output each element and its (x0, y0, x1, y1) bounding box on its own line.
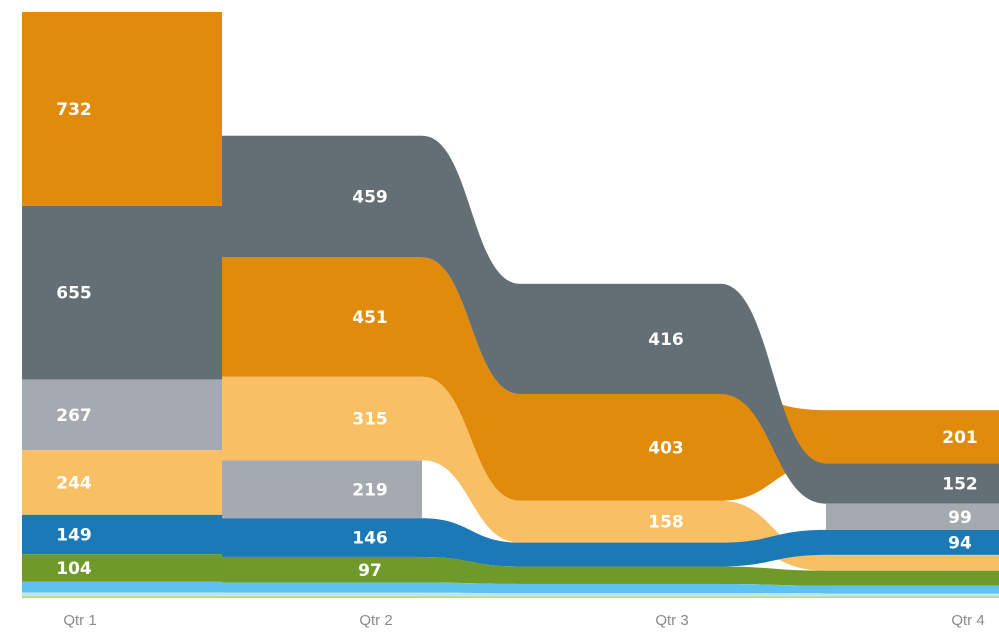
ribbon-connector (720, 593, 826, 597)
ribbon-connector (422, 596, 520, 598)
data-label: 403 (648, 438, 684, 458)
data-label: 416 (648, 330, 684, 350)
ribbon-column-segment (826, 596, 999, 598)
ribbon-column-segment (520, 583, 720, 594)
ribbon-column-segment (22, 379, 222, 451)
ribbon-column-segment (222, 596, 422, 598)
ribbon-column-segment (22, 592, 222, 597)
ribbon-column-segment (520, 596, 720, 598)
data-label: 315 (352, 410, 388, 430)
ribbon-column-segment (22, 581, 222, 593)
ribbon-column-segment (22, 12, 222, 206)
ribbon-column-segment (22, 514, 222, 555)
data-label: 459 (352, 188, 388, 208)
ribbon-column-segment (520, 566, 720, 584)
ribbon-column-segment (222, 582, 422, 593)
ribbon-connector (422, 592, 520, 597)
ribbon-column-segment (826, 570, 999, 586)
ribbon-column-segment (22, 205, 222, 380)
data-label: 244 (56, 473, 92, 493)
ribbon-column-segment (222, 376, 422, 461)
ribbon-column-segment (520, 542, 720, 567)
x-tick-label: Qtr 4 (951, 612, 984, 629)
data-label: 158 (648, 513, 684, 533)
data-label: 149 (56, 526, 92, 546)
x-tick-label: Qtr 3 (655, 612, 688, 629)
ribbon-connector (422, 582, 520, 594)
ribbon-column-segment (520, 394, 720, 501)
data-label: 104 (56, 559, 92, 579)
ribbon-connector (720, 566, 826, 586)
ribbon-column-segment (520, 593, 720, 597)
ribbon-connector (422, 556, 520, 584)
x-axis: Qtr 1 Qtr 2 Qtr 3 Qtr 4 (63, 612, 984, 629)
ribbon-column-segment (222, 592, 422, 597)
data-label: 146 (352, 529, 388, 549)
ribbon-column-segment (22, 554, 222, 582)
ribbon-column-segment (826, 410, 999, 464)
ribbon-column-segment (520, 500, 720, 543)
data-label-layer: 732 655 267 244 149 104 459 451 315 219 146 97 416 40… (56, 100, 978, 581)
ribbon-column-segment (826, 503, 999, 530)
ribbon-column-segment (826, 463, 999, 504)
data-label: 655 (56, 284, 92, 304)
ribbon-connector (720, 596, 826, 598)
data-label: 451 (352, 308, 388, 328)
ribbon-connector (720, 583, 826, 594)
ribbon-connector (422, 518, 520, 567)
ribbon-column-segment (222, 460, 422, 519)
ribbon-column-segment (22, 596, 222, 598)
data-label: 97 (358, 561, 382, 581)
ribbon-column-segment (826, 554, 999, 571)
data-label: 267 (56, 406, 92, 426)
data-label: 99 (948, 508, 972, 528)
ribbon-column-segment (826, 529, 999, 555)
ribbon-column-segment (222, 135, 422, 258)
ribbon-column-segment (222, 556, 422, 583)
data-label: 94 (948, 533, 972, 553)
ribbon-column-segment (22, 450, 222, 515)
ribbon-connector (720, 529, 826, 567)
ribbon-column-segment (520, 283, 720, 395)
ribbon-column-segment (826, 585, 999, 594)
column-layer (22, 12, 999, 598)
data-label: 201 (942, 428, 978, 448)
data-label: 219 (352, 480, 388, 500)
ribbon-column-segment (222, 257, 422, 377)
x-tick-label: Qtr 2 (359, 612, 392, 629)
data-label: 152 (942, 475, 978, 495)
ribbon-connector (720, 283, 826, 504)
ribbon-column-segment (826, 593, 999, 597)
ribbon-connector (422, 135, 520, 395)
ribbon-column-segment (222, 518, 422, 557)
ribbon-layer (422, 135, 826, 598)
ribbon-connector (422, 376, 520, 543)
ribbon-connector (422, 257, 520, 501)
x-tick-label: Qtr 1 (63, 612, 96, 629)
data-label: 732 (56, 100, 92, 120)
